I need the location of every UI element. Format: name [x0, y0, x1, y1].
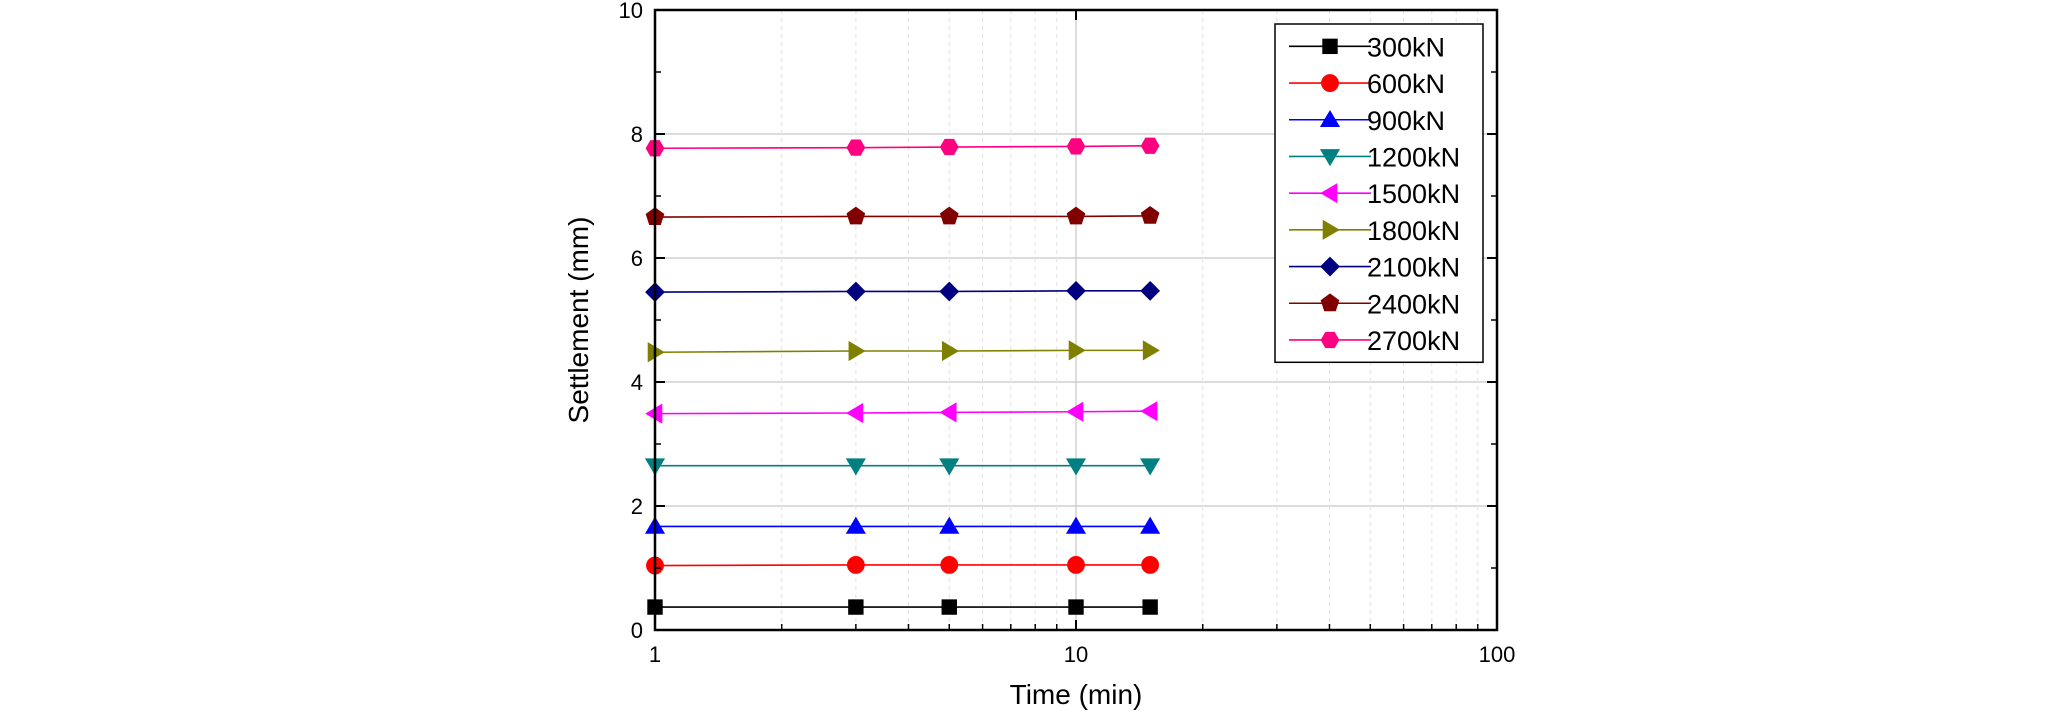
data-point [1067, 556, 1085, 574]
legend-marker [1322, 219, 1340, 240]
data-point [940, 556, 959, 574]
data-point [1066, 206, 1086, 225]
axis-ticks: 0 2 4 6 8 10 1 10 100 [619, 0, 1516, 667]
data-point [941, 599, 957, 615]
legend-item: 1500kN [1289, 179, 1460, 209]
legend-item: 1200kN [1289, 142, 1460, 172]
legend-label: 1200kN [1367, 142, 1460, 172]
data-point [1140, 206, 1160, 224]
legend-marker [1320, 293, 1340, 312]
series-300kN [647, 599, 1158, 615]
data-point [1065, 458, 1087, 476]
legend-marker [1322, 38, 1338, 55]
legend-marker [1321, 74, 1339, 92]
y-tick-label: 4 [631, 370, 643, 395]
data-point [848, 599, 864, 615]
legend-item: 2400kN [1289, 289, 1460, 319]
data-point [846, 556, 865, 574]
data-point [1142, 340, 1160, 361]
series-2700kN [645, 137, 1160, 157]
legend-marker [1319, 149, 1341, 167]
x-tick-label: 100 [1479, 642, 1516, 667]
legend-label: 2400kN [1367, 289, 1460, 319]
x-tick-label: 10 [1064, 642, 1088, 667]
data-point [848, 340, 866, 362]
y-tick-label: 8 [631, 122, 643, 147]
data-point [1066, 401, 1084, 422]
data-point [939, 138, 959, 156]
data-point [1140, 458, 1161, 476]
legend-item: 2700kN [1289, 326, 1460, 356]
data-point [939, 402, 957, 423]
legend-label: 1500kN [1367, 179, 1460, 209]
data-point [939, 281, 960, 302]
legend-label: 2100kN [1367, 253, 1460, 283]
data-point [845, 458, 866, 476]
data-point [1140, 516, 1161, 534]
legend-item: 300kN [1289, 32, 1445, 62]
legend: 300kN 600kN 900kN 1200kN 1500kN 1800kN 2100kN 2… [1274, 23, 1484, 364]
legend-marker [1320, 183, 1338, 204]
data-point [846, 402, 864, 424]
data-point [1065, 516, 1087, 534]
y-tick-label: 10 [619, 0, 643, 23]
legend-marker [1320, 256, 1340, 277]
x-axis-title: Time (min) [1010, 679, 1143, 710]
legend-item: 600kN [1289, 69, 1445, 99]
data-point [846, 139, 866, 156]
data-point [1142, 599, 1158, 615]
data-point [1141, 556, 1160, 574]
x-tick-label: 1 [649, 642, 661, 667]
legend-marker [1320, 331, 1340, 349]
data-point [1066, 280, 1086, 301]
data-point [939, 458, 960, 476]
data-point [845, 281, 866, 302]
y-tick-label: 0 [631, 618, 643, 643]
series-2400kN [645, 206, 1160, 226]
y-axis-title: Settlement (mm) [563, 217, 594, 424]
data-point [1066, 138, 1086, 155]
legend-item: 1800kN [1289, 216, 1460, 246]
data-point [1068, 340, 1086, 361]
data-point [939, 206, 959, 225]
legend-label: 1800kN [1367, 216, 1460, 246]
legend-label: 300kN [1367, 32, 1445, 62]
series-2100kN [645, 280, 1161, 303]
legend-label: 600kN [1367, 69, 1445, 99]
data-point [1140, 137, 1160, 154]
data-point [845, 516, 866, 534]
data-point [939, 516, 960, 534]
legend-item: 2100kN [1289, 253, 1460, 283]
series-900kN [644, 516, 1161, 534]
data-point [1068, 599, 1084, 615]
data-point [941, 340, 960, 362]
y-tick-label: 2 [631, 494, 643, 519]
legend-label: 900kN [1367, 106, 1445, 136]
data-point [1140, 401, 1158, 422]
legend-marker [1319, 109, 1341, 128]
data-point [846, 206, 866, 225]
data-series [644, 137, 1161, 615]
legend-item: 900kN [1289, 106, 1445, 136]
y-tick-label: 6 [631, 246, 643, 271]
data-point [1140, 280, 1161, 301]
legend-label: 2700kN [1367, 326, 1460, 356]
